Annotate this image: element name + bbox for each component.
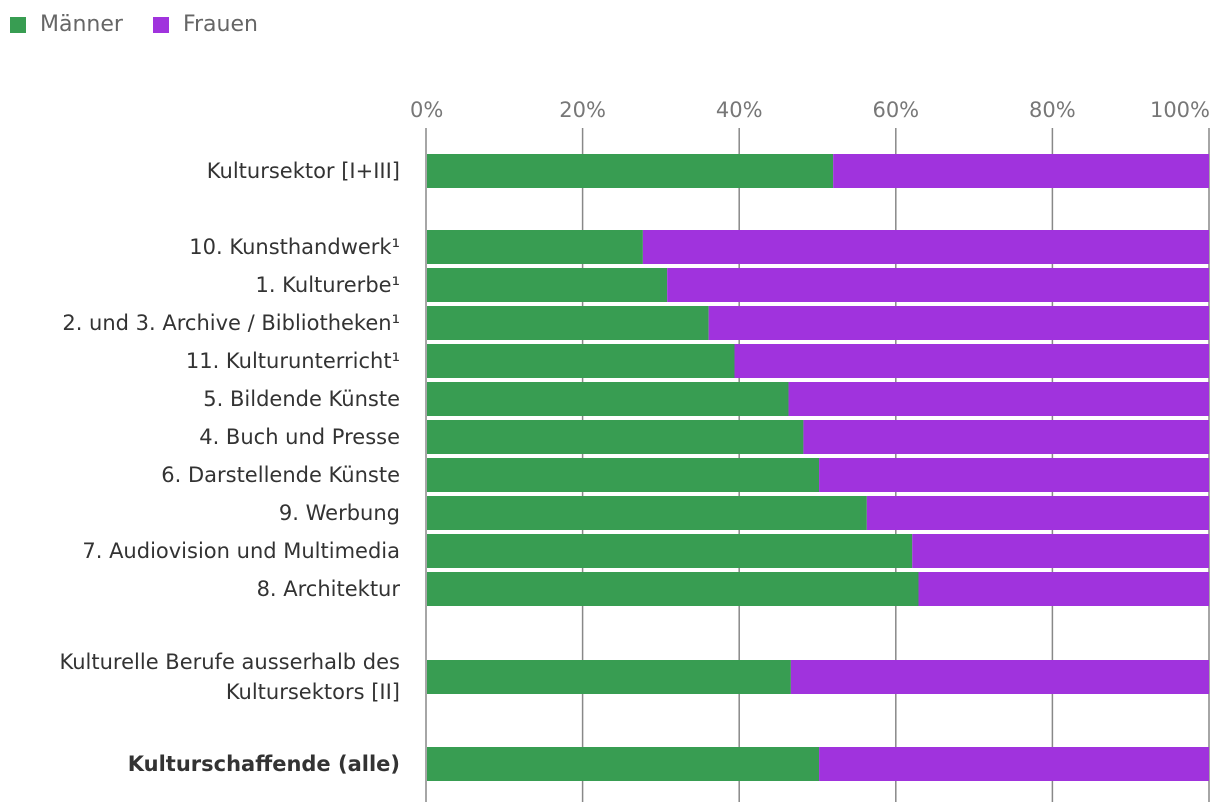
bar-men[interactable] bbox=[427, 534, 913, 568]
bar-men[interactable] bbox=[427, 268, 668, 302]
legend: Männer Frauen bbox=[10, 12, 258, 37]
bar-women[interactable] bbox=[788, 382, 1209, 416]
legend-swatch-men bbox=[10, 16, 26, 33]
bar-women[interactable] bbox=[803, 420, 1209, 454]
legend-item-men[interactable]: Männer bbox=[10, 12, 123, 37]
category-label: 10. Kunsthandwerk¹ bbox=[189, 235, 400, 259]
bar-men[interactable] bbox=[427, 154, 834, 188]
category-label: 6. Darstellende Künste bbox=[161, 463, 400, 487]
bar-women[interactable] bbox=[912, 534, 1209, 568]
bar-women[interactable] bbox=[866, 496, 1209, 530]
legend-swatch-women bbox=[152, 16, 169, 33]
category-label: Kultursektors [II] bbox=[226, 680, 400, 704]
bar-men[interactable] bbox=[427, 230, 643, 264]
bar-men[interactable] bbox=[427, 496, 867, 530]
bar-men[interactable] bbox=[427, 572, 919, 606]
legend-label-women: Frauen bbox=[182, 12, 258, 37]
x-tick-label: 60% bbox=[872, 98, 919, 122]
x-tick-label: 80% bbox=[1029, 98, 1076, 122]
category-labels: Kultursektor [I+III] 10. Kunsthandwerk¹ 1.… bbox=[60, 159, 401, 776]
category-label: 5. Bildende Künste bbox=[203, 387, 400, 411]
category-label: Kulturelle Berufe ausserhalb des bbox=[60, 650, 400, 674]
category-label: 4. Buch und Presse bbox=[199, 425, 400, 449]
bar-women[interactable] bbox=[918, 572, 1209, 606]
category-label: 11. Kulturunterricht¹ bbox=[186, 349, 400, 373]
bar-men[interactable] bbox=[427, 382, 789, 416]
bar-men[interactable] bbox=[427, 344, 735, 378]
category-label: 7. Audiovision und Multimedia bbox=[82, 539, 400, 563]
x-tick-label: 40% bbox=[716, 98, 763, 122]
bar-women[interactable] bbox=[642, 230, 1209, 264]
bar-men[interactable] bbox=[427, 747, 820, 781]
category-label: Kultursektor [I+III] bbox=[207, 159, 400, 183]
category-label: 1. Kulturerbe¹ bbox=[255, 273, 400, 297]
bar-women[interactable] bbox=[790, 660, 1209, 694]
bar-women[interactable] bbox=[833, 154, 1209, 188]
category-label: 8. Architektur bbox=[257, 577, 401, 601]
x-tick-label: 20% bbox=[559, 98, 606, 122]
bar-women[interactable] bbox=[819, 458, 1209, 492]
bar-women[interactable] bbox=[667, 268, 1209, 302]
category-label: Kulturschaffende (alle) bbox=[128, 752, 400, 776]
bar-men[interactable] bbox=[427, 660, 791, 694]
legend-label-men: Männer bbox=[40, 12, 123, 37]
bars bbox=[427, 154, 1209, 781]
legend-item-women[interactable]: Frauen bbox=[152, 12, 258, 37]
x-tick-label: 0% bbox=[410, 98, 443, 122]
bar-men[interactable] bbox=[427, 420, 804, 454]
category-label: 9. Werbung bbox=[279, 501, 400, 525]
x-tick-label: 100% bbox=[1150, 98, 1210, 122]
category-label: 2. und 3. Archive / Bibliotheken¹ bbox=[62, 311, 400, 335]
bar-women[interactable] bbox=[819, 747, 1209, 781]
bar-women[interactable] bbox=[734, 344, 1209, 378]
bar-women[interactable] bbox=[708, 306, 1209, 340]
bar-men[interactable] bbox=[427, 306, 709, 340]
bar-men[interactable] bbox=[427, 458, 820, 492]
x-axis-ticks: 0% 20% 40% 60% 80% 100% bbox=[410, 98, 1210, 122]
